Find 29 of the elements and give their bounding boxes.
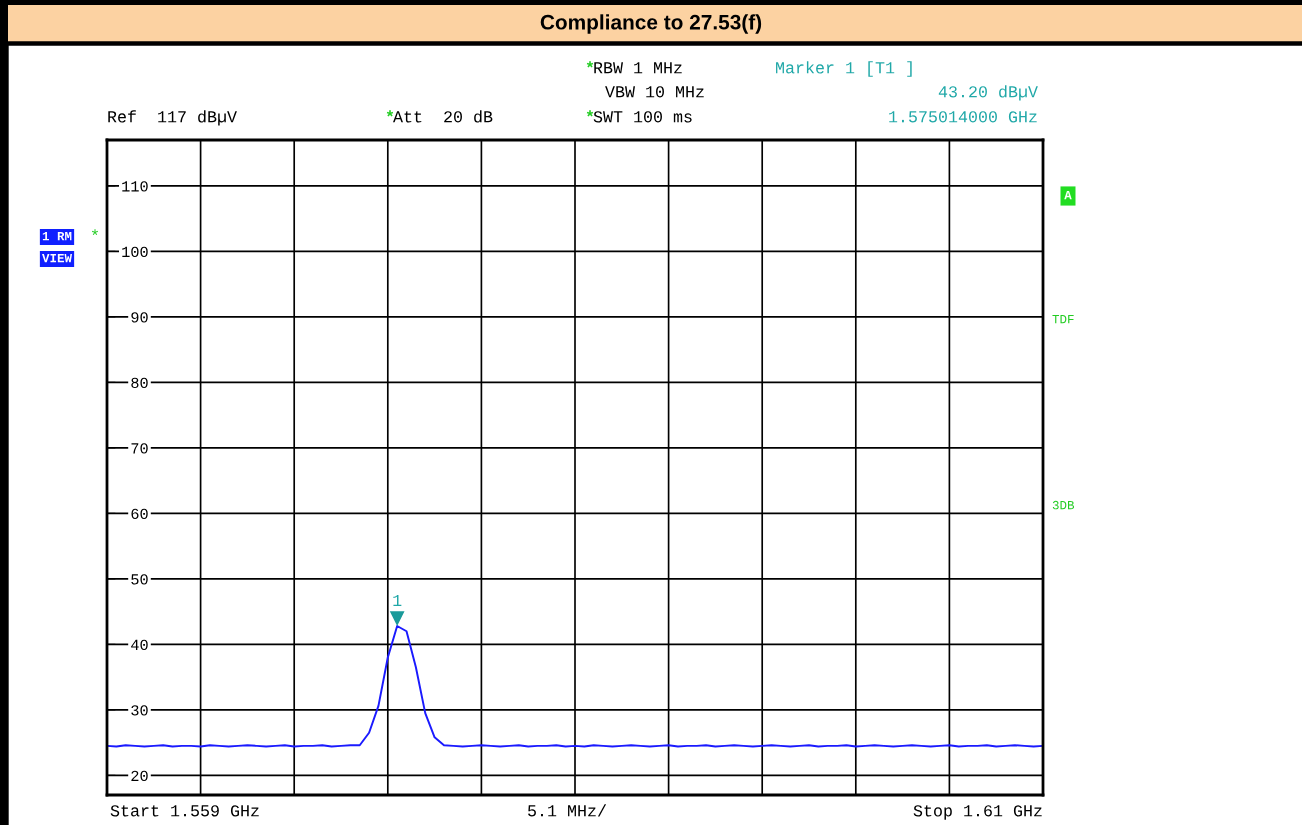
text: VBW 10 MHz	[605, 86, 704, 98]
y-tick-label: 30	[131, 705, 148, 716]
text: 43.20 dBµV	[938, 85, 1038, 101]
text: *	[92, 229, 98, 236]
text: 3DB	[1052, 500, 1075, 510]
text: TDF	[1052, 315, 1074, 324]
text: 1 RM	[42, 232, 72, 241]
text: Start 1.559 GHz	[110, 805, 259, 817]
y-tick-label: 100	[122, 246, 148, 258]
y-tick-label: 80	[131, 377, 148, 389]
text: *RBW 1 MHz	[586, 61, 682, 74]
y-tick-label: 60	[131, 508, 148, 520]
text: Stop 1.61 GHz	[913, 805, 1042, 820]
text: A	[1064, 191, 1072, 200]
y-tick-label: 110	[122, 181, 148, 192]
text: 1.575014000 GHz	[889, 111, 1037, 123]
text: Ref 117 dBµV	[108, 110, 237, 126]
y-tick-label: 20	[131, 770, 148, 782]
chart-title: Compliance to 27.53(f)	[540, 14, 762, 34]
y-tick-label: 40	[131, 639, 148, 651]
text: 5.1 MHz/	[528, 804, 607, 817]
y-tick-label: 50	[131, 574, 148, 585]
y-tick-label: 90	[131, 312, 148, 323]
y-tick-label: 70	[131, 443, 148, 454]
text: Marker 1 [T1 ]	[776, 61, 912, 77]
annotation: 1	[393, 594, 402, 606]
text: *Att 20 dB	[386, 110, 493, 123]
text: *SWT 100 ms	[586, 110, 692, 123]
text: VIEW	[42, 254, 72, 263]
